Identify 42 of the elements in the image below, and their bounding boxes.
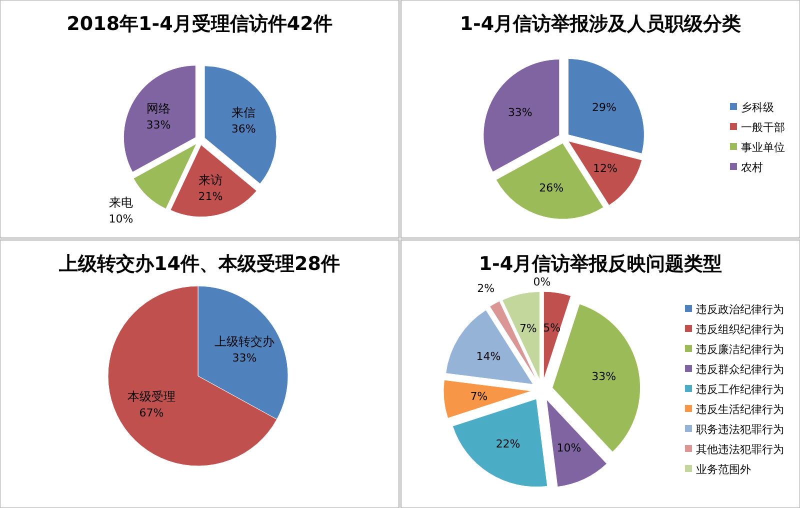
- slice-label: 来访: [198, 173, 223, 188]
- data-label: 36%: [231, 122, 256, 136]
- data-label: 21%: [198, 190, 223, 204]
- legend-label: 职务违法犯罪行为: [696, 423, 784, 436]
- data-label: 33%: [592, 370, 616, 384]
- chart-title: 2018年1-4月受理信访件42件: [66, 13, 332, 35]
- chart-title: 上级转交办14件、本级受理28件: [58, 253, 340, 275]
- legend-label: 违反组织纪律行为: [696, 323, 784, 336]
- data-label: 33%: [232, 352, 257, 365]
- data-label: 5%: [543, 321, 561, 334]
- text: 0%: [533, 275, 551, 288]
- data-label: 10%: [556, 441, 582, 454]
- data-label: 26%: [539, 181, 564, 194]
- legend-label: 违反廉洁纪律行为: [696, 343, 784, 356]
- data-label: 22%: [496, 437, 520, 450]
- data-label: 33%: [508, 106, 532, 120]
- data-label: 7%: [519, 322, 537, 336]
- legend-label: 违反工作纪律行为: [696, 383, 784, 396]
- slice-label: 网络: [146, 101, 170, 116]
- chart-title: 1-4月信访举报反映问题类型: [478, 253, 722, 275]
- slice-label: 本级受理: [128, 389, 176, 404]
- slice-label: 来信: [232, 105, 256, 120]
- legend-label: 农村: [741, 161, 763, 174]
- legend-label: 事业单位: [741, 141, 785, 154]
- legend-label: 业务范围外: [696, 463, 751, 476]
- data-label: 2%: [477, 282, 495, 295]
- legend-label: 其他违法犯罪行为: [696, 443, 784, 456]
- data-label: 29%: [592, 100, 616, 114]
- data-label: 12%: [592, 162, 618, 175]
- data-label: 10%: [108, 212, 134, 226]
- slice-label: 上级转交办: [214, 334, 274, 349]
- legend-label: 一般干部: [741, 121, 785, 134]
- legend-label: 违反政治纪律行为: [696, 303, 784, 316]
- chart-title: 1-4月信访举报涉及人员职级分类: [460, 13, 742, 35]
- data-label: 67%: [139, 406, 164, 420]
- data-label: 14%: [476, 350, 501, 364]
- legend-label: 违反生活纪律行为: [696, 403, 784, 416]
- data-label: 7%: [470, 390, 488, 403]
- slice-label: 来电: [108, 195, 133, 210]
- data-label: 33%: [146, 118, 171, 132]
- legend-label: 违反群众纪律行为: [696, 363, 784, 376]
- legend-label: 乡科级: [741, 101, 774, 114]
